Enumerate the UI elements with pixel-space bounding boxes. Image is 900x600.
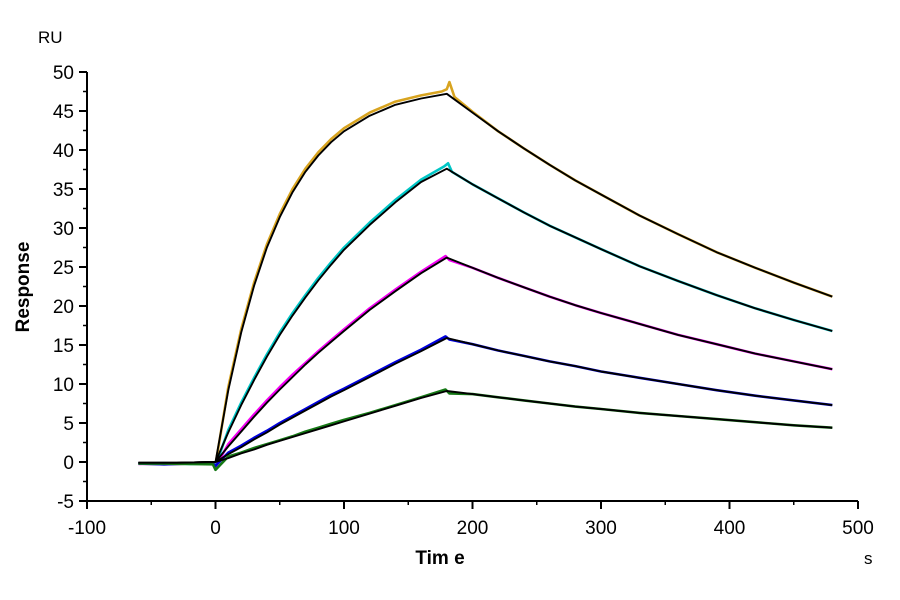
y-tick-label: 0	[63, 453, 74, 474]
y-tick-label: -5	[57, 492, 74, 513]
y-tick-label: 40	[53, 141, 74, 162]
x-unit-label: s	[864, 549, 873, 568]
sensorgram-2-cyan-fit-curve	[138, 167, 833, 464]
y-tick-label: 50	[53, 63, 74, 84]
y-tick-label: 25	[53, 258, 74, 279]
x-tick-label: 500	[842, 518, 874, 539]
y-unit-label: RU	[38, 28, 63, 47]
x-tick-label: 100	[328, 518, 360, 539]
sensorgram-3-magenta-data-curve	[138, 254, 833, 469]
y-tick-label: 45	[53, 102, 74, 123]
sensorgram-1-gold-fit-curve	[138, 92, 833, 464]
y-tick-label: 10	[53, 375, 74, 396]
y-tick-label: 30	[53, 219, 74, 240]
sensorgram-4-blue-fit-curve	[138, 337, 833, 464]
y-tick-label: 20	[53, 297, 74, 318]
x-tick-label: -100	[68, 518, 106, 539]
y-tick-label: 35	[53, 180, 74, 201]
y-tick-label: 15	[53, 336, 74, 357]
x-tick-label: 200	[457, 518, 489, 539]
y-tick-label: 5	[63, 414, 74, 435]
sensorgram-3-magenta-fit-curve	[138, 256, 833, 464]
x-axis-title: Tim e	[415, 548, 465, 569]
x-tick-label: 300	[585, 518, 617, 539]
x-tick-label: 0	[210, 518, 221, 539]
x-tick-label: 400	[714, 518, 746, 539]
y-axis-title: Response	[13, 241, 34, 333]
sensorgram-5-green-fit-curve	[138, 390, 833, 464]
